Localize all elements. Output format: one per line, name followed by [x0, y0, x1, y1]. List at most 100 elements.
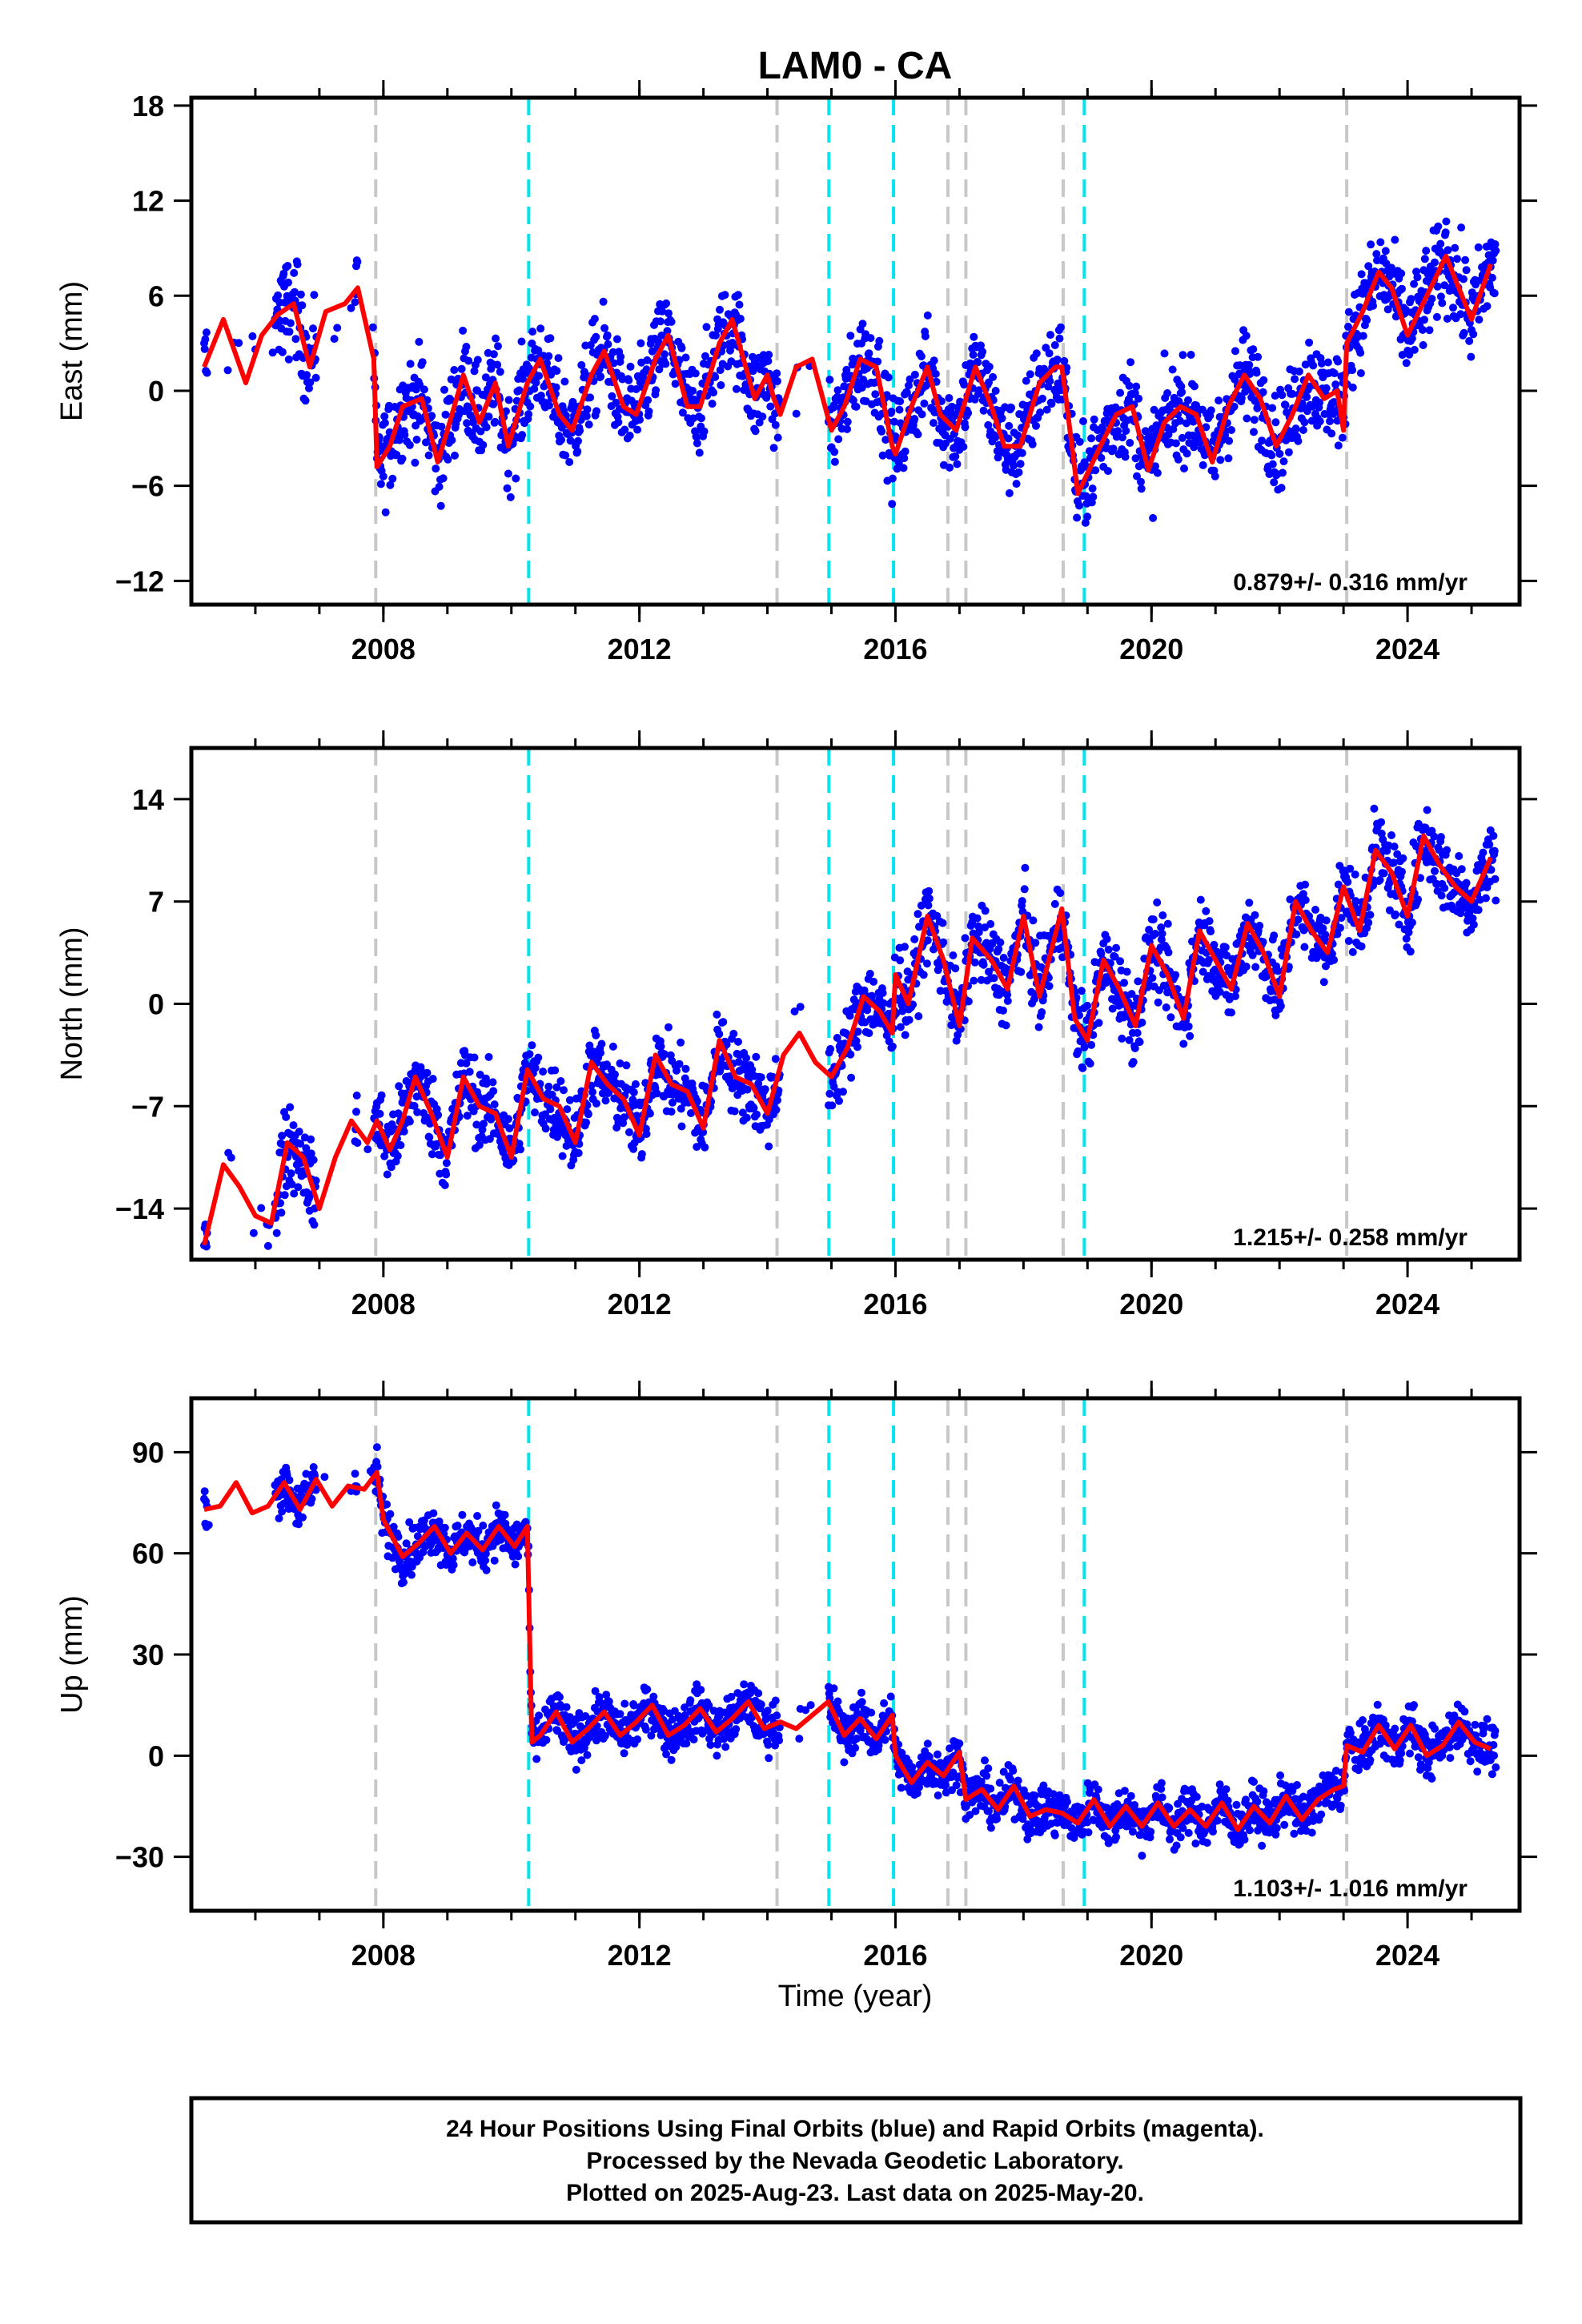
data-point [931, 369, 940, 378]
data-point [592, 407, 600, 416]
data-point [590, 315, 599, 324]
data-point [1437, 891, 1446, 900]
x-tick-label: 2008 [351, 633, 416, 665]
data-point [1186, 1031, 1195, 1040]
data-point [1127, 990, 1136, 999]
data-point [1060, 356, 1069, 365]
data-point [914, 1012, 923, 1020]
data-point [1075, 437, 1084, 446]
data-point [490, 1100, 499, 1109]
data-point [1379, 869, 1388, 878]
data-point [1344, 937, 1353, 945]
data-point [1270, 478, 1279, 487]
data-point [1440, 884, 1449, 892]
data-point [1387, 831, 1395, 839]
plot-area-east [200, 98, 1500, 605]
data-point [603, 1060, 611, 1069]
data-point [351, 1470, 359, 1478]
data-point [552, 1083, 561, 1092]
data-point [599, 297, 608, 306]
data-point [1028, 440, 1037, 448]
data-point [652, 386, 661, 395]
data-point [309, 1463, 318, 1471]
data-point [1431, 866, 1439, 875]
data-point [833, 1034, 841, 1042]
data-point [1455, 852, 1464, 860]
data-point [1158, 929, 1166, 938]
data-point [396, 1141, 405, 1149]
data-point [734, 1037, 742, 1046]
data-point [1422, 247, 1431, 255]
data-point [1248, 951, 1257, 959]
data-point [712, 331, 720, 340]
data-point [1357, 942, 1366, 951]
data-point [1375, 875, 1384, 884]
x-tick-label: 2012 [608, 633, 672, 665]
data-point [734, 291, 742, 300]
data-point [1462, 266, 1471, 275]
data-point [489, 350, 498, 359]
data-point [248, 332, 257, 340]
data-point [1109, 444, 1118, 453]
data-point [1160, 349, 1169, 358]
data-point [888, 500, 897, 509]
data-point [896, 397, 905, 406]
data-point [517, 337, 526, 346]
data-point [905, 1015, 913, 1024]
data-point [961, 934, 970, 943]
data-point [1372, 250, 1381, 259]
data-point [352, 1108, 360, 1116]
data-point [1018, 448, 1026, 457]
data-point [693, 439, 701, 448]
data-point [482, 423, 491, 432]
data-point [1184, 1022, 1193, 1031]
data-point [368, 323, 377, 332]
data-point [557, 436, 566, 444]
data-point [771, 1696, 780, 1705]
data-point [1178, 433, 1186, 442]
data-point [858, 320, 867, 328]
data-point [765, 1142, 773, 1151]
data-point [732, 384, 741, 393]
data-point [614, 418, 623, 427]
data-point [1237, 394, 1246, 403]
data-point [476, 427, 485, 436]
data-point [353, 257, 362, 266]
data-point [310, 291, 319, 300]
data-point [1231, 347, 1239, 356]
data-point [853, 1043, 861, 1051]
data-point [1359, 332, 1367, 340]
data-point [1351, 870, 1359, 879]
data-point [1125, 381, 1134, 390]
data-point [1199, 460, 1207, 469]
data-point [846, 1050, 855, 1059]
data-point [589, 1047, 598, 1056]
data-point [970, 958, 979, 967]
data-point [1469, 330, 1478, 339]
data-point [395, 436, 404, 444]
data-point [474, 1526, 483, 1535]
data-point [857, 1688, 865, 1697]
data-point [669, 1715, 677, 1724]
x-tick-label: 2020 [1119, 633, 1183, 665]
data-point [1377, 829, 1386, 838]
data-point [1242, 332, 1251, 340]
data-point [521, 1518, 530, 1526]
data-point [1017, 967, 1026, 976]
data-point [1179, 1039, 1188, 1048]
data-point [435, 482, 444, 491]
data-point [552, 367, 561, 376]
data-point [986, 919, 995, 928]
data-point [806, 1701, 815, 1710]
data-point [1356, 369, 1365, 377]
data-point [1242, 963, 1251, 971]
data-point [839, 1088, 847, 1096]
data-point [626, 362, 635, 371]
data-point [1186, 351, 1195, 359]
data-point [637, 1150, 646, 1159]
data-point [1413, 273, 1422, 282]
data-point [677, 1038, 685, 1047]
y-tick-label: −14 [115, 1192, 164, 1225]
data-point [758, 412, 767, 421]
data-point [974, 928, 983, 937]
